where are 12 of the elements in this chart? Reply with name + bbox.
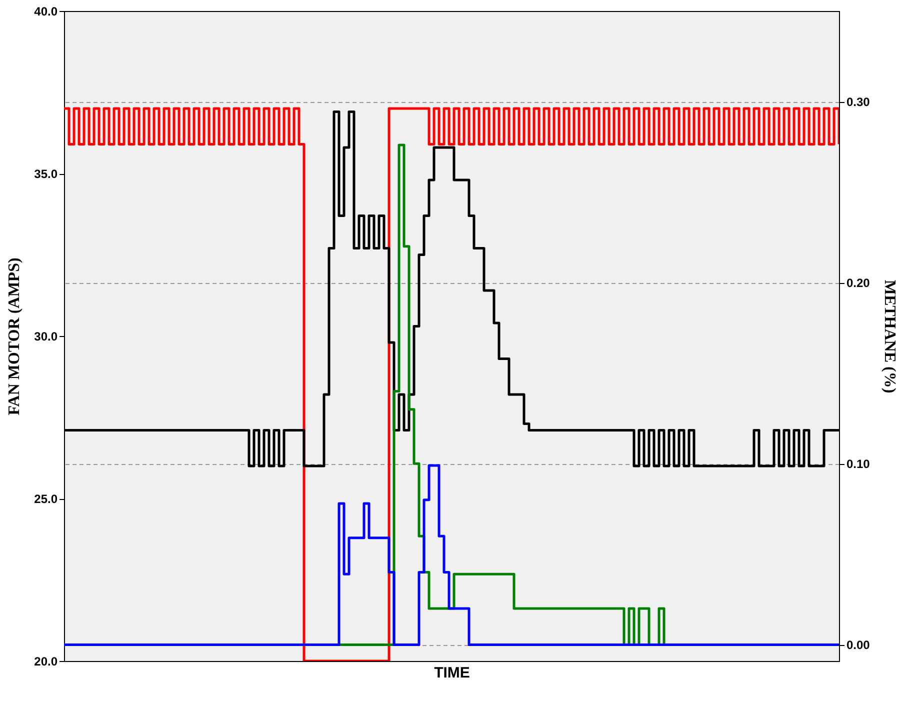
y-tick-label: 30.0 [34, 330, 58, 344]
y2-tick-label: 0.20 [846, 276, 870, 290]
y-tick-label: 40.0 [34, 4, 58, 18]
y-tick-label: 20.0 [34, 654, 58, 668]
y-tick-label: 35.0 [34, 167, 58, 181]
y-axis-title: FAN MOTOR (AMPS) [6, 258, 24, 416]
x-axis-title: TIME [434, 664, 470, 682]
y2-tick-label: 0.00 [846, 638, 870, 652]
y2-tick-label: 0.10 [846, 457, 870, 472]
y2-axis-title: METHANE (%) [880, 280, 898, 394]
y-tick-label: 25.0 [34, 492, 58, 506]
y2-tick-label: 0.30 [846, 95, 870, 110]
